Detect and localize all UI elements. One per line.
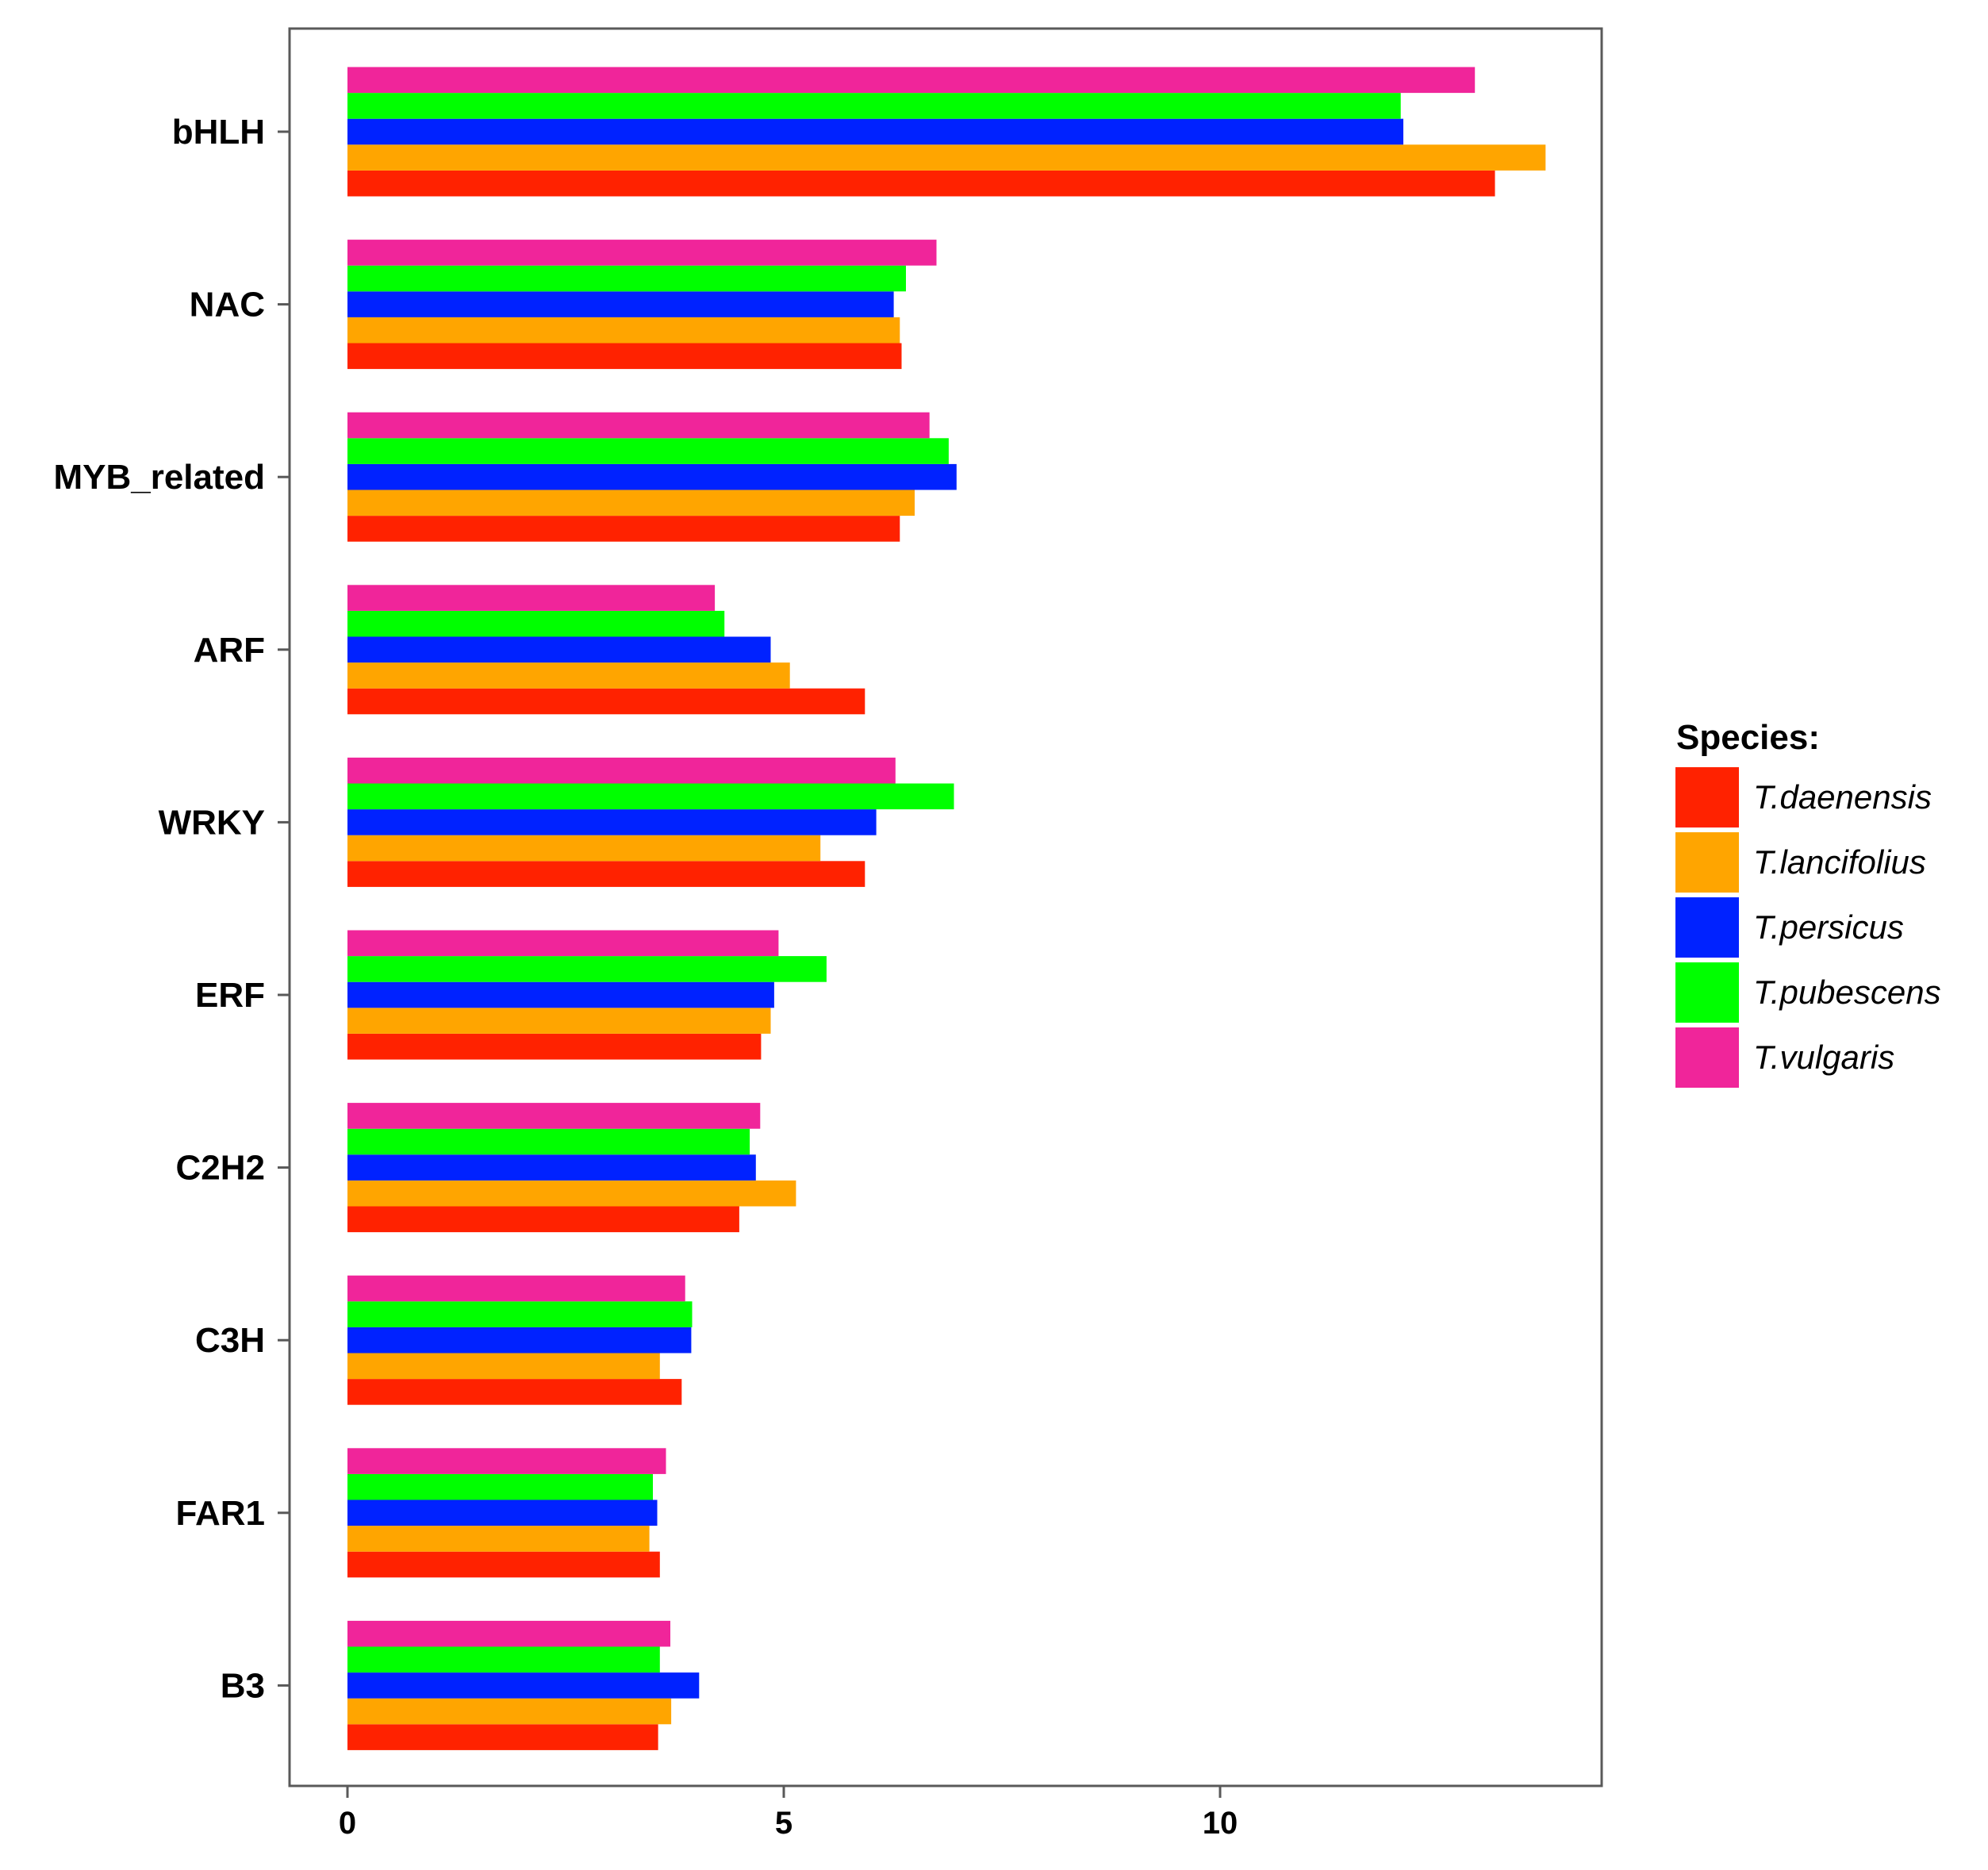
bar-C3H-T.pubescens [347, 1301, 693, 1327]
bar-FAR1-T.vulgaris [347, 1448, 666, 1474]
bar-FAR1-T.persicus [347, 1499, 658, 1526]
legend-key-T.pubescens [1675, 962, 1739, 1023]
bar-C3H-T.persicus [347, 1327, 692, 1354]
y-tick-label: ARF [194, 631, 265, 670]
bar-NAC-T.daenensis [347, 343, 902, 370]
bar-bHLH-T.persicus [347, 118, 1403, 145]
bar-WRKY-T.daenensis [347, 861, 865, 887]
y-tick-label: C3H [195, 1321, 265, 1360]
bar-ARF-T.pubescens [347, 610, 725, 637]
bar-MYB_related-T.vulgaris [347, 412, 930, 439]
bar-bHLH-T.daenensis [347, 170, 1495, 197]
y-tick-label: FAR1 [176, 1494, 265, 1533]
y-tick-label: bHLH [172, 113, 265, 152]
bar-MYB_related-T.lancifolius [347, 490, 915, 516]
y-tick-label: ERF [195, 976, 265, 1015]
x-tick-label: 0 [339, 1806, 356, 1841]
bar-ARF-T.lancifolius [347, 662, 790, 689]
plot-border [288, 27, 1603, 1787]
bar-bHLH-T.pubescens [347, 93, 1401, 119]
x-axis: 0 5 10 [339, 1786, 1238, 1841]
bar-B3-T.persicus [347, 1672, 700, 1699]
bars-layer [347, 67, 1546, 1750]
bar-FAR1-T.pubescens [347, 1473, 653, 1500]
x-tick-label: 10 [1203, 1806, 1238, 1841]
legend-label: T.pubescens [1753, 973, 1941, 1011]
legend-label: T.persicus [1753, 908, 1904, 946]
bar-C2H2-T.pubescens [347, 1128, 750, 1155]
bar-ERF-T.lancifolius [347, 1008, 771, 1034]
bar-B3-T.lancifolius [347, 1698, 672, 1725]
bar-ERF-T.vulgaris [347, 930, 779, 957]
bar-MYB_related-T.persicus [347, 463, 957, 490]
y-tick-label: B3 [221, 1666, 265, 1705]
bar-NAC-T.vulgaris [347, 240, 937, 266]
bar-ERF-T.pubescens [347, 956, 827, 982]
bar-FAR1-T.lancifolius [347, 1526, 650, 1552]
y-tick-label: C2H2 [176, 1149, 266, 1188]
bar-WRKY-T.lancifolius [347, 835, 821, 862]
bar-WRKY-T.persicus [347, 809, 877, 835]
bar-C2H2-T.vulgaris [347, 1103, 761, 1129]
legend-label: T.lancifolius [1753, 843, 1926, 881]
bar-C2H2-T.daenensis [347, 1206, 739, 1233]
bar-MYB_related-T.pubescens [347, 438, 949, 464]
bar-C3H-T.lancifolius [347, 1353, 660, 1380]
legend-title: Species: [1676, 718, 1820, 757]
y-tick-label: NAC [190, 286, 265, 324]
bar-ARF-T.vulgaris [347, 585, 716, 611]
bar-B3-T.vulgaris [347, 1620, 670, 1647]
bar-ARF-T.persicus [347, 636, 771, 663]
legend-key-T.vulgaris [1675, 1027, 1739, 1088]
y-axis: bHLH NAC MYB_related ARF WRKY ERF C2H2 C3H FAR1 B… [53, 113, 290, 1705]
legend-key-T.lancifolius [1675, 832, 1739, 893]
y-tick-label: WRKY [159, 803, 265, 842]
bar-FAR1-T.daenensis [347, 1551, 660, 1578]
bar-NAC-T.lancifolius [347, 317, 900, 344]
bar-bHLH-T.lancifolius [347, 144, 1546, 171]
bar-C3H-T.daenensis [347, 1379, 682, 1405]
bar-WRKY-T.pubescens [347, 783, 954, 810]
bar-ERF-T.persicus [347, 981, 774, 1008]
bar-B3-T.pubescens [347, 1646, 660, 1673]
legend-key-T.persicus [1675, 897, 1739, 958]
bar-NAC-T.persicus [347, 291, 894, 317]
legend-label: T.daenensis [1753, 778, 1932, 816]
bar-C2H2-T.lancifolius [347, 1180, 796, 1207]
bar-MYB_related-T.daenensis [347, 516, 900, 542]
x-tick-label: 5 [775, 1806, 793, 1841]
legend-label: T.vulgaris [1753, 1039, 1894, 1076]
bar-WRKY-T.vulgaris [347, 757, 896, 784]
bar-ARF-T.daenensis [347, 688, 865, 715]
legend-key-T.daenensis [1675, 767, 1739, 827]
bar-C3H-T.vulgaris [347, 1275, 685, 1302]
bar-bHLH-T.vulgaris [347, 67, 1476, 94]
bar-NAC-T.pubescens [347, 265, 906, 292]
bar-B3-T.daenensis [347, 1724, 658, 1750]
bar-C2H2-T.persicus [347, 1154, 756, 1181]
legend: Species: T.daenensis T.lancifolius T.persi… [1675, 718, 1941, 1088]
bar-ERF-T.daenensis [347, 1033, 762, 1060]
y-tick-label: MYB_related [53, 458, 265, 497]
